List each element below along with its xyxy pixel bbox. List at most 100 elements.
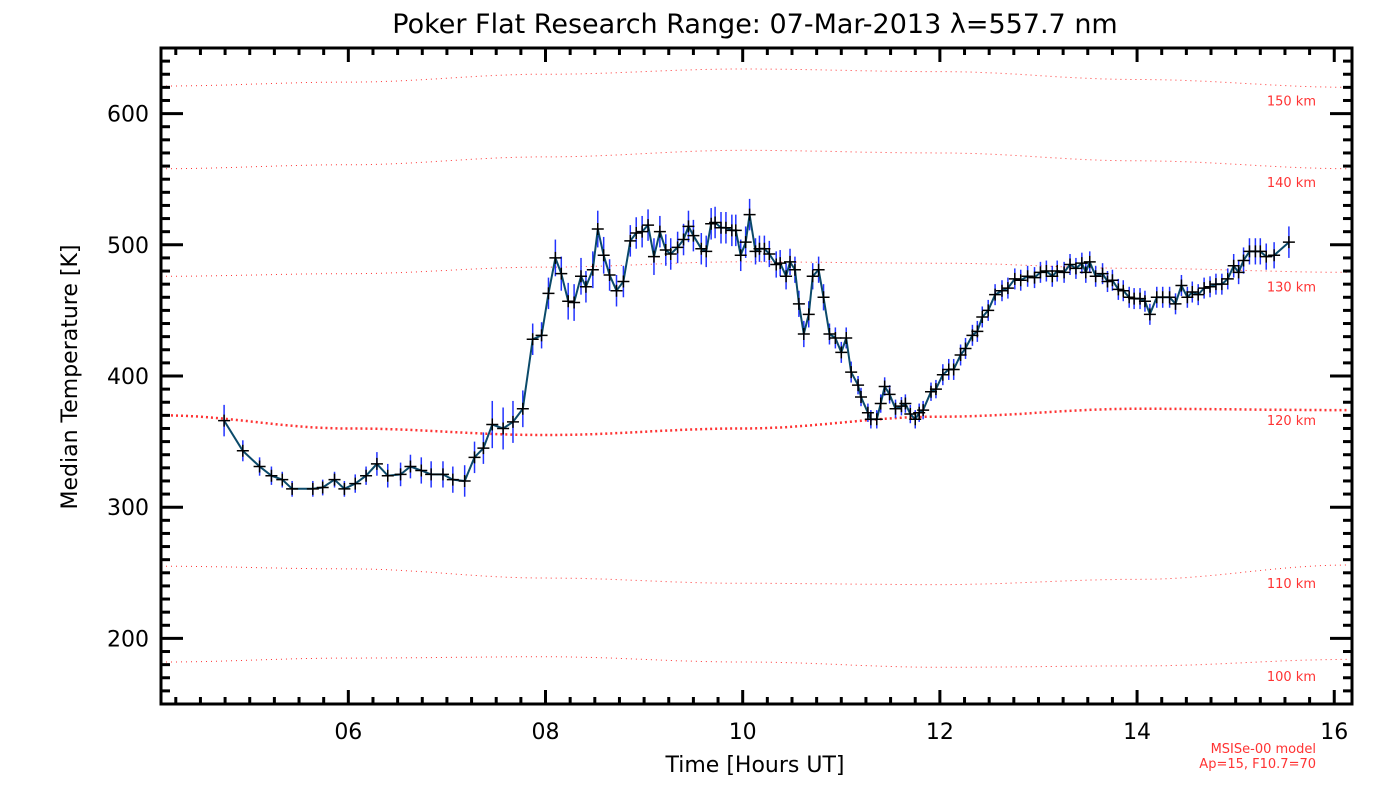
data-point — [1106, 274, 1119, 287]
data-point — [1163, 291, 1176, 304]
data-point — [624, 234, 637, 247]
data-point — [630, 226, 643, 239]
data-point — [664, 247, 677, 260]
data-point — [1014, 274, 1027, 287]
data-point — [835, 346, 848, 359]
data-point — [1089, 270, 1102, 283]
data-point — [436, 468, 449, 481]
data-point — [909, 413, 922, 426]
data-point — [677, 233, 690, 246]
data-point — [555, 267, 568, 280]
data-point — [316, 481, 329, 494]
data-point — [929, 383, 942, 396]
model-curve-140-km — [161, 149, 1349, 170]
data-point — [687, 229, 700, 242]
data-point — [947, 363, 960, 376]
plot-frame — [159, 46, 1354, 706]
data-point — [1181, 291, 1194, 304]
data-point — [1169, 297, 1182, 310]
data-point — [506, 415, 519, 428]
y-tick-label: 600 — [107, 103, 149, 128]
data-point — [549, 251, 562, 264]
data-point — [1260, 250, 1273, 263]
data-point — [562, 295, 575, 308]
data-point — [802, 308, 815, 321]
data-point — [845, 366, 858, 379]
model-annotation-line2: Ap=15, F10.7=70 — [1199, 757, 1316, 772]
data-point — [729, 224, 742, 237]
data-point — [468, 451, 481, 464]
chart-title: Poker Flat Research Range: 07-Mar-2013 λ… — [392, 9, 1117, 40]
model-curve-150-km — [161, 68, 1350, 88]
data-point — [861, 406, 874, 419]
data-point — [806, 270, 819, 283]
data-point — [1028, 271, 1041, 284]
data-point — [1175, 279, 1188, 292]
x-tick-label: 08 — [532, 720, 560, 745]
data-point — [446, 473, 459, 486]
data-point — [1058, 266, 1071, 279]
data-point — [265, 469, 278, 482]
model-curve-130-km — [161, 261, 1350, 277]
data-point — [925, 385, 938, 398]
data-point — [1112, 283, 1125, 296]
data-point — [840, 331, 853, 344]
data-point — [1046, 270, 1059, 283]
data-point — [526, 333, 539, 346]
data-point — [1221, 272, 1234, 285]
data-point — [568, 296, 581, 309]
data-point — [1040, 265, 1053, 278]
data-point — [535, 329, 548, 342]
data-point — [1186, 286, 1199, 299]
data-point — [610, 284, 623, 297]
data-point — [995, 284, 1008, 297]
data-point — [647, 250, 660, 263]
data-point — [1134, 292, 1147, 305]
data-point — [855, 390, 868, 403]
data-point — [1001, 282, 1014, 295]
data-point — [1101, 275, 1114, 288]
data-point — [404, 460, 417, 473]
data-point — [349, 477, 362, 490]
data-point — [878, 380, 891, 393]
data-point — [516, 402, 529, 415]
model-label: 150 km — [1267, 95, 1316, 110]
data-point — [1034, 266, 1047, 279]
data-point — [1204, 280, 1217, 293]
data-point — [542, 287, 555, 300]
model-label: 110 km — [1267, 577, 1316, 592]
data-point — [360, 469, 373, 482]
data-point — [1215, 278, 1228, 291]
data-point — [306, 482, 319, 495]
data-point — [1237, 254, 1250, 267]
x-tick-label: 10 — [729, 720, 757, 745]
data-point — [719, 221, 732, 234]
x-axis-label: Time [Hours UT] — [665, 753, 845, 778]
data-point — [1079, 266, 1092, 279]
data-point — [1254, 245, 1267, 258]
data-point — [617, 275, 630, 288]
data-point — [889, 402, 902, 415]
data-point — [763, 247, 776, 260]
axes: 200 300 400 500 600 06 08 10 12 14 16 — [107, 46, 1354, 745]
data-point — [497, 422, 510, 435]
model-label: 140 km — [1267, 176, 1316, 191]
data-point — [1117, 284, 1130, 297]
data-point — [700, 245, 713, 258]
data-point — [415, 464, 428, 477]
data-point — [1075, 257, 1088, 270]
y-axis-label: Median Temperature [K] — [58, 245, 83, 510]
data-point — [812, 263, 825, 276]
data-point — [743, 208, 756, 221]
model-annotation-line1: MSISe-00 model — [1211, 742, 1316, 757]
data-point — [276, 473, 289, 486]
data-point — [1232, 266, 1245, 279]
model-curve-100-km — [161, 656, 1349, 668]
data-point — [1192, 288, 1205, 301]
data-point — [671, 241, 684, 254]
data-point — [653, 225, 666, 238]
data-point — [904, 408, 917, 421]
data-point — [1008, 272, 1021, 285]
data-point — [1227, 259, 1240, 272]
x-tick-label: 16 — [1320, 720, 1348, 745]
